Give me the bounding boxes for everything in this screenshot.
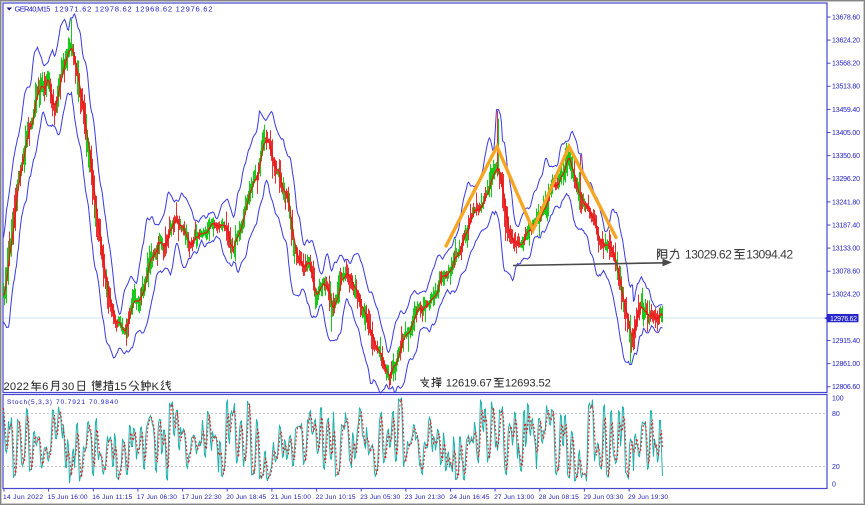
svg-text:29 Jun 03:30: 29 Jun 03:30 [583, 494, 623, 501]
svg-text:GER40,M15: GER40,M15 [15, 5, 51, 14]
svg-text:24 Jun 16:45: 24 Jun 16:45 [450, 494, 490, 501]
svg-text:13624.20: 13624.20 [832, 38, 860, 45]
svg-text:23 Jun 21:30: 23 Jun 21:30 [405, 494, 445, 501]
svg-text:23 Jun 05:30: 23 Jun 05:30 [360, 494, 400, 501]
svg-text:13296.20: 13296.20 [832, 176, 860, 183]
svg-text:Stoch(5,3,3): Stoch(5,3,3) [7, 399, 52, 406]
svg-text:27 Jun 13:00: 27 Jun 13:00 [494, 494, 534, 501]
svg-text:12806.60: 12806.60 [832, 384, 860, 391]
svg-text:13678.60: 13678.60 [832, 14, 860, 21]
svg-text:12693.52: 12693.52 [505, 378, 551, 390]
svg-text:13405.00: 13405.00 [832, 130, 860, 137]
svg-text:13187.40: 13187.40 [832, 222, 860, 229]
svg-text:12861.00: 12861.00 [832, 361, 860, 368]
svg-text:12976.62: 12976.62 [830, 316, 857, 323]
svg-text:13078.60: 13078.60 [832, 269, 860, 276]
svg-text:20: 20 [832, 464, 840, 471]
svg-text:29 Jun 19:30: 29 Jun 19:30 [628, 494, 668, 501]
svg-text:20 Jun 18:45: 20 Jun 18:45 [226, 494, 266, 501]
svg-text:15 Jun 16:00: 15 Jun 16:00 [48, 494, 88, 501]
svg-text:70.9840: 70.9840 [89, 399, 118, 406]
svg-text:12971.62 12978.62 12968.62 129: 12971.62 12978.62 12968.62 12976.62 [55, 5, 213, 14]
svg-text:0: 0 [832, 482, 836, 489]
svg-text:16 Jun 11:15: 16 Jun 11:15 [92, 494, 132, 501]
svg-text:13459.40: 13459.40 [832, 107, 860, 114]
svg-text:28 Jun 08:15: 28 Jun 08:15 [539, 494, 579, 501]
svg-text:17 Jun 06:30: 17 Jun 06:30 [137, 494, 177, 501]
svg-text:12619.67: 12619.67 [446, 378, 492, 390]
svg-text:21 Jun 15:00: 21 Jun 15:00 [271, 494, 311, 501]
svg-text:13241.80: 13241.80 [832, 199, 860, 206]
svg-text:13029.62: 13029.62 [685, 248, 732, 262]
svg-text:13094.42: 13094.42 [746, 248, 793, 262]
svg-text:30: 30 [62, 381, 75, 393]
svg-text:13513.80: 13513.80 [832, 84, 860, 91]
svg-text:13024.20: 13024.20 [832, 292, 860, 299]
svg-text:17 Jun 22:30: 17 Jun 22:30 [182, 494, 222, 501]
svg-text:K: K [152, 381, 160, 393]
svg-text:70.7921: 70.7921 [56, 399, 85, 406]
svg-text:12915.40: 12915.40 [832, 338, 860, 345]
svg-text:80: 80 [832, 411, 840, 418]
svg-text:14 Jun 2022: 14 Jun 2022 [3, 494, 43, 501]
svg-text:100: 100 [832, 396, 844, 403]
svg-text:13133.00: 13133.00 [832, 246, 860, 253]
svg-text:6: 6 [42, 381, 48, 393]
svg-text:13350.60: 13350.60 [832, 153, 860, 160]
svg-text:2022: 2022 [4, 381, 30, 393]
svg-text:22 Jun 10:15: 22 Jun 10:15 [316, 494, 356, 501]
svg-text:15: 15 [114, 381, 127, 393]
svg-text:13568.20: 13568.20 [832, 61, 860, 68]
